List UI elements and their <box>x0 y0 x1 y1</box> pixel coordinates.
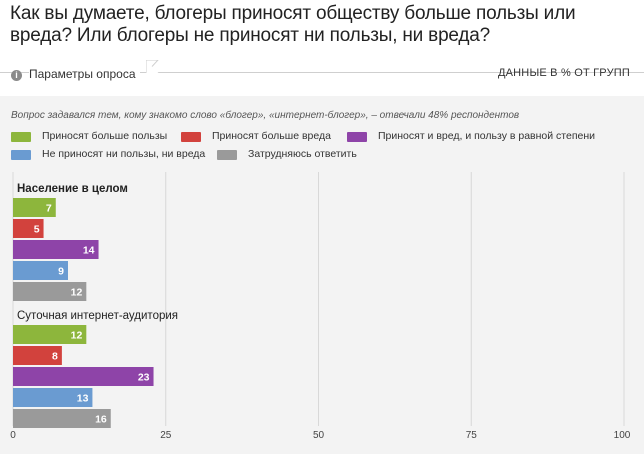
legend-label: Приносят больше вреда <box>212 130 331 142</box>
legend-swatch <box>217 150 237 160</box>
legend-swatch <box>11 132 31 142</box>
bar-value-label: 7 <box>46 203 52 215</box>
x-tick-label: 75 <box>466 430 478 441</box>
params-bar: i Параметры опроса ДАННЫЕ В % ОТ ГРУПП <box>0 56 644 94</box>
bar-value-label: 23 <box>138 372 150 384</box>
bar-value-label: 9 <box>58 266 64 278</box>
bar <box>13 346 62 365</box>
callout-notch <box>146 60 159 74</box>
divider <box>0 72 644 73</box>
legend-swatch <box>181 132 201 142</box>
bar-value-label: 12 <box>71 287 83 299</box>
x-tick-label: 25 <box>160 430 172 441</box>
legend-label: Не приносят ни пользы, ни вреда <box>42 148 206 160</box>
x-tick-label: 0 <box>10 430 16 441</box>
bar-value-label: 13 <box>77 393 89 405</box>
bar <box>13 198 56 217</box>
bar <box>13 367 154 386</box>
chart-panel: Вопрос задавался тем, кому знакомо слово… <box>0 96 644 454</box>
bar-value-label: 12 <box>71 330 83 342</box>
group-label: Суточная интернет-аудитория <box>17 310 178 322</box>
survey-params-toggle[interactable]: Параметры опроса <box>29 67 140 81</box>
x-tick-label: 50 <box>313 430 325 441</box>
group-label: Население в целом <box>17 183 128 195</box>
x-tick-label: 100 <box>614 430 631 441</box>
bar <box>13 240 99 259</box>
bar <box>13 219 44 238</box>
legend-swatch <box>11 150 31 160</box>
legend-label: Приносят больше пользы <box>42 130 168 142</box>
data-units-label: ДАННЫЕ В % ОТ ГРУПП <box>497 67 630 79</box>
bar <box>13 325 87 344</box>
chart-legend: Приносят больше пользы Приносят больше в… <box>11 130 631 164</box>
info-icon[interactable]: i <box>11 70 22 81</box>
bar-value-label: 14 <box>83 245 95 257</box>
bar <box>13 282 87 301</box>
legend-swatch <box>347 132 367 142</box>
bar <box>13 409 111 428</box>
bar-value-label: 8 <box>52 351 58 363</box>
legend-label: Приносят и вред, и пользу в равной степе… <box>378 130 596 142</box>
bar-value-label: 5 <box>34 224 40 236</box>
bar-value-label: 16 <box>95 414 107 426</box>
page-title: Как вы думаете, блогеры приносят обществ… <box>10 3 576 46</box>
legend-label: Затрудняюсь ответить <box>248 148 357 160</box>
chart-subtitle: Вопрос задавался тем, кому знакомо слово… <box>11 110 520 121</box>
bar <box>13 388 93 407</box>
bar-chart: 0 25 50 75 100 Население в целом 75 14 9 12 Суточн… <box>10 172 631 441</box>
bar <box>13 261 68 280</box>
